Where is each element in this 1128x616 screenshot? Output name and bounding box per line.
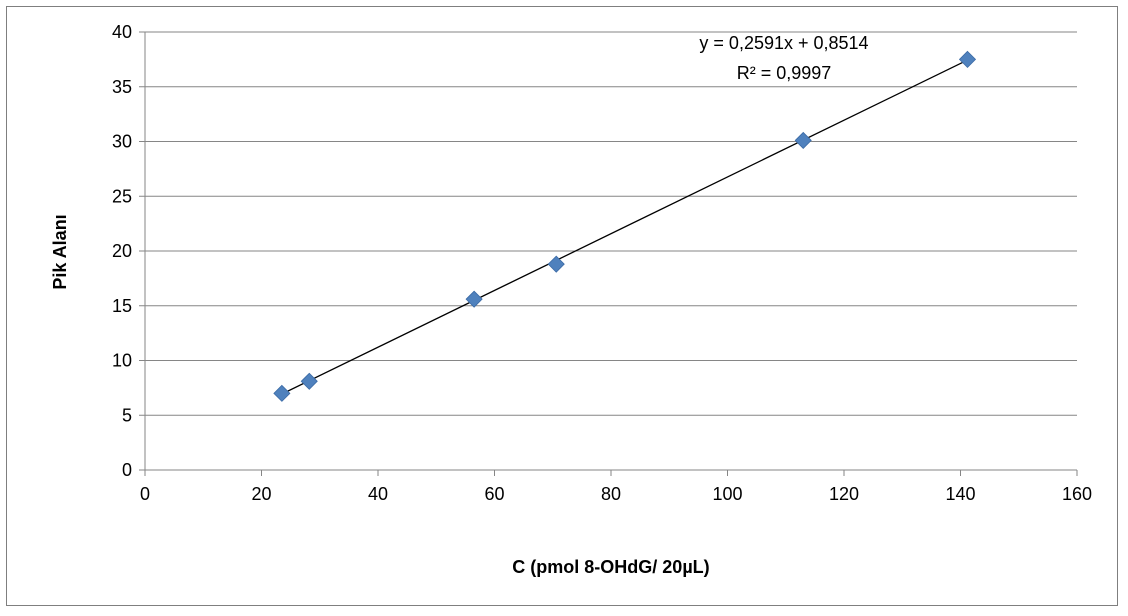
trendline-equation: y = 0,2591x + 0,8514 xyxy=(699,33,868,53)
data-point-3 xyxy=(547,255,565,273)
y-tick-label-8: 40 xyxy=(112,22,132,42)
x-tick-label-6: 120 xyxy=(829,484,859,504)
data-point-1 xyxy=(300,372,318,390)
x-tick-label-5: 100 xyxy=(712,484,742,504)
y-tick-label-6: 30 xyxy=(112,132,132,152)
x-tick-label-3: 60 xyxy=(484,484,504,504)
y-tick-label-2: 10 xyxy=(112,351,132,371)
y-tick-label-0: 0 xyxy=(122,460,132,480)
y-tick-label-3: 15 xyxy=(112,296,132,316)
trendline-group xyxy=(281,59,968,395)
tick-labels: 0 5 10 15 20 25 30 35 40 0 20 40 60 80 100 120 140 160 xyxy=(112,22,1092,504)
y-tick-label-5: 25 xyxy=(112,186,132,206)
grid-lines xyxy=(145,31,1077,416)
y-tick-label-1: 5 xyxy=(122,405,132,425)
x-tick-label-4: 80 xyxy=(601,484,621,504)
trendline-r-squared: R² = 0,9997 xyxy=(737,63,832,83)
data-point-0 xyxy=(273,384,291,402)
y-tick-label-4: 20 xyxy=(112,241,132,261)
x-tick-label-7: 140 xyxy=(945,484,975,504)
x-tick-label-2: 40 xyxy=(368,484,388,504)
trendline xyxy=(281,59,968,395)
data-point-2 xyxy=(465,290,483,308)
data-points xyxy=(273,50,977,402)
x-axis-title: C (pmol 8-OHdG/ 20µL) xyxy=(512,557,709,577)
axes xyxy=(139,31,1078,476)
x-tick-label-8: 160 xyxy=(1062,484,1092,504)
y-axis-title: Pik Alanı xyxy=(50,214,70,289)
data-point-4 xyxy=(794,131,812,149)
y-tick-label-7: 35 xyxy=(112,77,132,97)
x-tick-label-1: 20 xyxy=(251,484,271,504)
data-point-5 xyxy=(958,50,977,68)
x-tick-label-0: 0 xyxy=(140,484,150,504)
